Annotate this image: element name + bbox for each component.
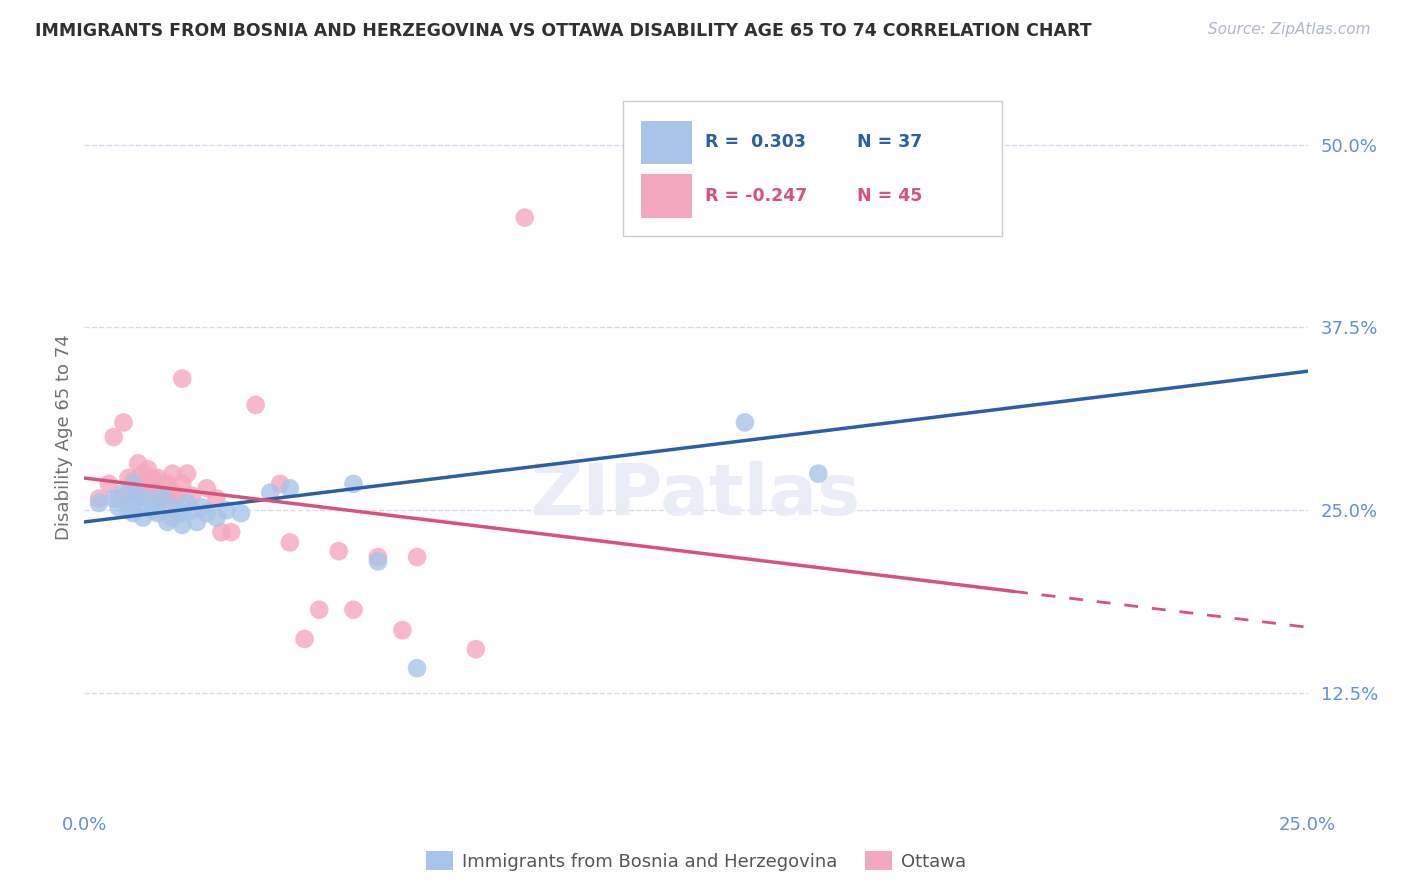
Point — [132, 476, 155, 491]
Point — [142, 503, 165, 517]
Point — [136, 485, 159, 500]
Point — [269, 476, 291, 491]
Text: Source: ZipAtlas.com: Source: ZipAtlas.com — [1208, 22, 1371, 37]
Point — [172, 506, 194, 520]
Point — [294, 632, 316, 646]
Point — [162, 467, 184, 481]
Point — [259, 485, 281, 500]
Point — [117, 503, 139, 517]
Point — [195, 506, 218, 520]
Point — [112, 485, 135, 500]
Point — [122, 496, 145, 510]
Point — [142, 471, 165, 485]
Point — [107, 500, 129, 515]
Text: N = 37: N = 37 — [858, 133, 922, 152]
Point — [464, 642, 486, 657]
Point — [205, 510, 228, 524]
Point — [176, 467, 198, 481]
Point — [172, 371, 194, 385]
Point — [278, 535, 301, 549]
Point — [112, 416, 135, 430]
Point — [219, 525, 242, 540]
Point — [132, 467, 155, 481]
Point — [122, 506, 145, 520]
Point — [162, 510, 184, 524]
Point — [156, 515, 179, 529]
Text: N = 45: N = 45 — [858, 186, 922, 204]
Point — [172, 476, 194, 491]
Point — [156, 491, 179, 506]
Point — [166, 489, 188, 503]
FancyBboxPatch shape — [641, 175, 692, 218]
Point — [132, 500, 155, 515]
Point — [513, 211, 536, 225]
Point — [181, 489, 204, 503]
Point — [136, 491, 159, 506]
Point — [127, 457, 149, 471]
Text: IMMIGRANTS FROM BOSNIA AND HERZEGOVINA VS OTTAWA DISABILITY AGE 65 TO 74 CORRELA: IMMIGRANTS FROM BOSNIA AND HERZEGOVINA V… — [35, 22, 1092, 40]
Point — [209, 525, 232, 540]
Point — [807, 467, 830, 481]
Point — [142, 476, 165, 491]
Point — [162, 485, 184, 500]
Point — [229, 506, 252, 520]
Point — [103, 430, 125, 444]
Y-axis label: Disability Age 65 to 74: Disability Age 65 to 74 — [55, 334, 73, 540]
Point — [166, 503, 188, 517]
Point — [97, 476, 120, 491]
Point — [107, 491, 129, 506]
Point — [278, 481, 301, 495]
Point — [195, 481, 218, 495]
Point — [87, 496, 110, 510]
Point — [342, 603, 364, 617]
Point — [127, 489, 149, 503]
Point — [176, 496, 198, 510]
Point — [122, 474, 145, 488]
Point — [205, 491, 228, 506]
Text: ZIPatlas: ZIPatlas — [531, 461, 860, 530]
Point — [245, 398, 267, 412]
Text: R = -0.247: R = -0.247 — [704, 186, 807, 204]
Point — [146, 506, 169, 520]
Point — [162, 500, 184, 515]
Point — [152, 491, 174, 506]
Point — [367, 549, 389, 564]
Point — [406, 661, 429, 675]
Point — [156, 476, 179, 491]
Point — [103, 491, 125, 506]
Point — [132, 510, 155, 524]
Point — [136, 462, 159, 476]
FancyBboxPatch shape — [623, 101, 1001, 235]
FancyBboxPatch shape — [641, 121, 692, 164]
Point — [87, 491, 110, 506]
Point — [117, 471, 139, 485]
Point — [146, 471, 169, 485]
Point — [367, 554, 389, 568]
Point — [122, 485, 145, 500]
Point — [308, 603, 330, 617]
Point — [152, 476, 174, 491]
Point — [406, 549, 429, 564]
Point — [146, 489, 169, 503]
Text: R =  0.303: R = 0.303 — [704, 133, 806, 152]
Point — [215, 503, 238, 517]
Point — [146, 496, 169, 510]
Point — [191, 500, 214, 515]
Point — [328, 544, 350, 558]
Point — [186, 515, 208, 529]
Point — [181, 503, 204, 517]
Point — [117, 485, 139, 500]
Point — [342, 476, 364, 491]
Legend: Immigrants from Bosnia and Herzegovina, Ottawa: Immigrants from Bosnia and Herzegovina, … — [419, 844, 973, 878]
Point — [172, 517, 194, 532]
Point — [734, 416, 756, 430]
Point — [122, 476, 145, 491]
Point — [391, 623, 413, 637]
Point — [152, 489, 174, 503]
